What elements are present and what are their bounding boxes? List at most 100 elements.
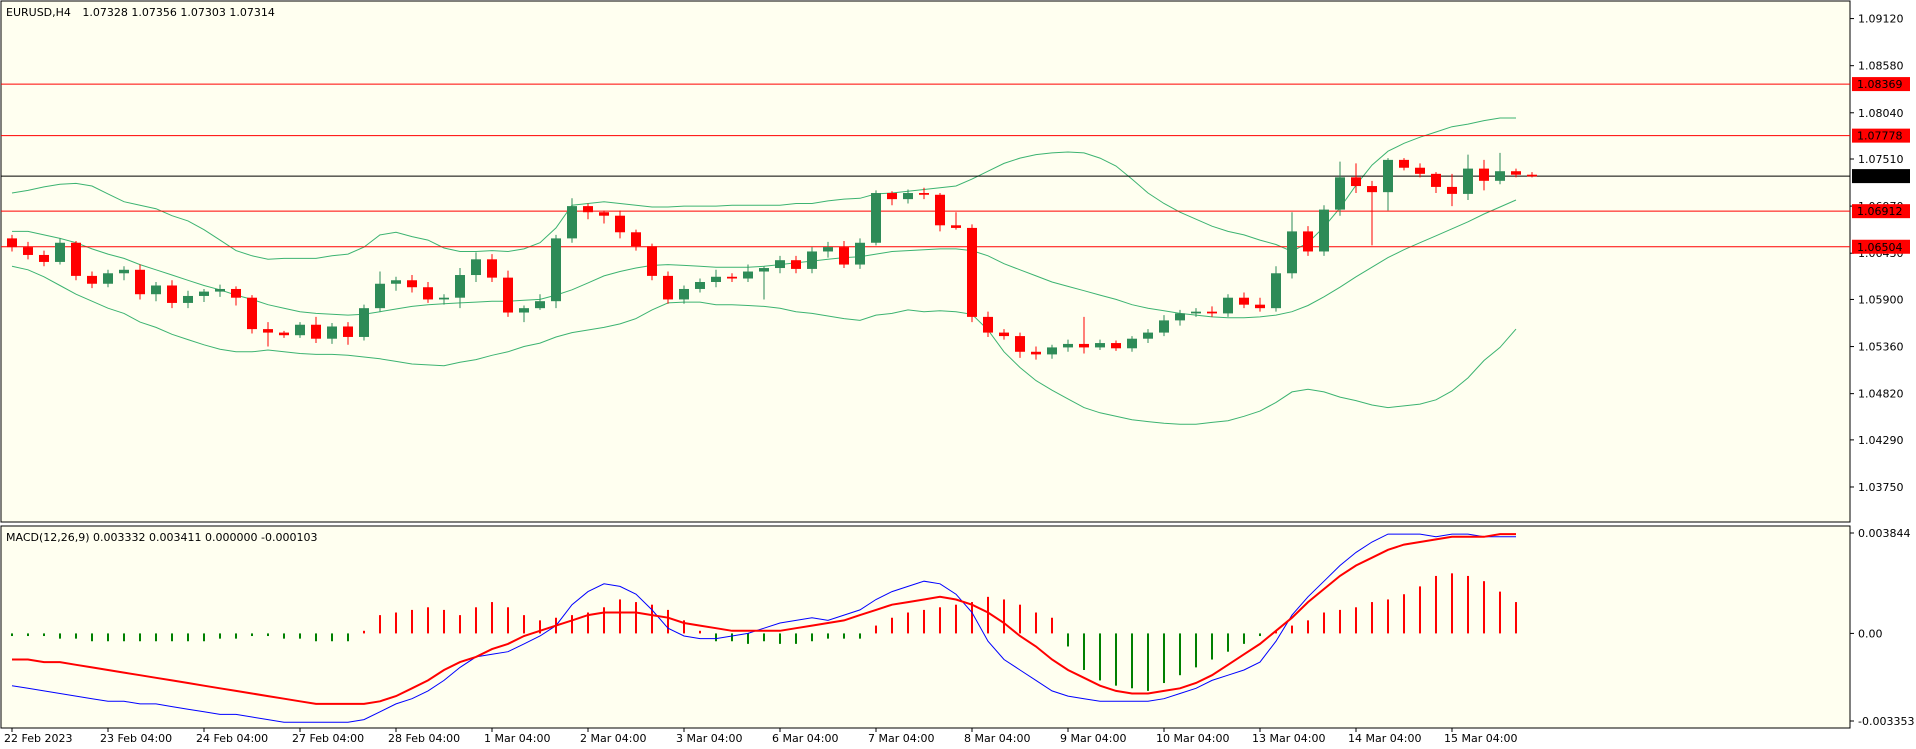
candle-body	[151, 285, 161, 295]
candle-body	[1287, 231, 1297, 274]
candle-body	[215, 288, 225, 292]
candle-body	[103, 273, 113, 284]
price-tags: 1.08369 1.07778 1.06912 1.06504 1.07314	[1852, 77, 1910, 254]
level-tag-label: 1.08369	[1857, 78, 1903, 91]
macd-tick-label: 0.00	[1858, 627, 1883, 640]
candle-body	[1111, 343, 1121, 349]
candle-body	[1495, 171, 1505, 181]
macd-tick-label: 0.003844	[1858, 527, 1911, 540]
candle-body	[823, 247, 833, 252]
candle-body	[263, 329, 273, 333]
candle-body	[295, 324, 305, 336]
candle-body	[775, 260, 785, 269]
candle-body	[1319, 209, 1329, 252]
candle-body	[839, 247, 849, 265]
level-tag-bg	[1852, 204, 1910, 219]
candle-body	[903, 193, 913, 200]
symbol-label: EURUSD,H4	[6, 6, 71, 19]
candle-body	[599, 212, 609, 216]
candle-body	[1447, 186, 1457, 194]
macd-header: MACD(12,26,9) 0.003332 0.003411 0.000000…	[6, 531, 317, 544]
price-tick-label: 1.08040	[1858, 107, 1904, 120]
candle-body	[535, 301, 545, 309]
ohlc-values: 1.07328 1.07356 1.07303 1.07314	[82, 6, 274, 19]
candle-body	[983, 316, 993, 333]
price-tick-label: 1.09120	[1858, 13, 1904, 26]
level-tag-label: 1.06912	[1857, 205, 1903, 218]
candle-body	[119, 269, 129, 274]
candle-body	[39, 254, 49, 262]
candle-body	[311, 324, 321, 339]
time-tick-label: 2 Mar 04:00	[580, 732, 646, 745]
candle-body	[1303, 231, 1313, 252]
candle-body	[919, 193, 929, 195]
candle-body	[791, 260, 801, 269]
time-tick-label: 6 Mar 04:00	[772, 732, 838, 745]
candle-body	[759, 268, 769, 272]
candle-body	[1127, 338, 1137, 349]
candle-body	[1191, 311, 1201, 314]
candle-body	[1239, 297, 1249, 305]
candle-body	[695, 281, 705, 289]
candle-body	[743, 271, 753, 279]
candle-body	[327, 326, 337, 339]
candle-body	[967, 227, 977, 317]
candle-body	[519, 308, 529, 313]
level-tag-bg	[1852, 77, 1910, 92]
candle-body	[1063, 343, 1073, 348]
candle-body	[567, 206, 577, 239]
level-tag-label: 1.06504	[1857, 241, 1903, 254]
candle-body	[807, 251, 817, 269]
candle-body	[55, 242, 65, 262]
candle-body	[935, 194, 945, 226]
current-price-tag-label: 1.07314	[1857, 170, 1903, 183]
candle-body	[551, 238, 561, 302]
signal-line	[12, 533, 1516, 705]
candle-body	[1271, 273, 1281, 309]
candle-body	[375, 283, 385, 309]
time-tick-label: 10 Mar 04:00	[1156, 732, 1229, 745]
candle-body	[23, 247, 33, 255]
candle-body	[455, 275, 465, 298]
candle-body	[999, 332, 1009, 337]
candle-body	[1367, 186, 1377, 193]
candle-body	[727, 276, 737, 279]
candle-body	[951, 225, 961, 228]
time-tick-label: 13 Mar 04:00	[1252, 732, 1325, 745]
time-tick-label: 28 Feb 04:00	[388, 732, 460, 745]
candle-body	[583, 206, 593, 213]
price-axis-area	[1851, 0, 1916, 749]
candle-body	[359, 308, 369, 337]
candle-body	[503, 277, 513, 313]
candle-body	[1335, 177, 1345, 210]
candle-body	[1383, 159, 1393, 193]
candle-body	[1511, 171, 1521, 175]
chart-header: EURUSD,H4 1.07328 1.07356 1.07303 1.0731…	[6, 6, 275, 19]
candle-body	[1415, 167, 1425, 174]
candlesticks	[7, 152, 1537, 360]
candle-body	[1255, 304, 1265, 309]
time-tick-label: 8 Mar 04:00	[964, 732, 1030, 745]
price-tick-label: 1.07510	[1858, 153, 1904, 166]
candle-body	[1479, 168, 1489, 181]
candle-body	[1463, 168, 1473, 194]
price-tick-label: 1.08580	[1858, 60, 1904, 73]
time-tick-label: 3 Mar 04:00	[676, 732, 742, 745]
bollinger-upper-line	[11, 117, 1516, 260]
bollinger-lower-line	[11, 265, 1517, 425]
candle-body	[1207, 311, 1217, 314]
current-price-tag-bg	[1852, 169, 1910, 184]
candle-body	[871, 193, 881, 243]
candle-body	[1047, 347, 1057, 355]
candle-body	[471, 259, 481, 276]
candle-body	[423, 287, 433, 300]
level-tag-bg	[1852, 128, 1910, 143]
candle-body	[887, 193, 897, 200]
time-tick-label: 24 Feb 04:00	[196, 732, 268, 745]
candle-body	[1527, 174, 1537, 177]
macd-axis: 0.003844 0.00 -0.003353	[1850, 527, 1914, 728]
candle-body	[231, 288, 241, 298]
candle-body	[711, 276, 721, 282]
candle-body	[487, 259, 497, 278]
candle-body	[199, 291, 209, 296]
